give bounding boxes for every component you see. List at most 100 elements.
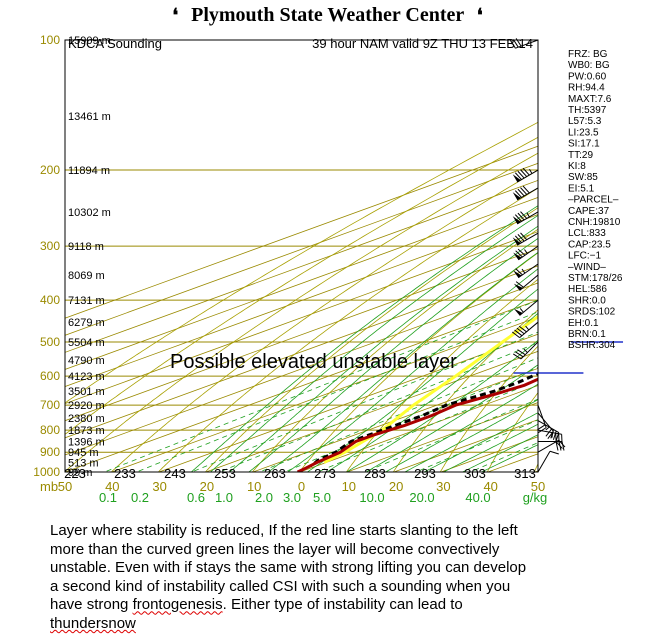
barb-shaft: [537, 429, 562, 435]
pressure-tick-label: 400: [40, 293, 60, 307]
barb-feather: [516, 327, 525, 335]
height-label: 7131 m: [68, 295, 105, 307]
temperature-tick-label: 20: [200, 479, 214, 494]
mixing-ratio-line: [103, 299, 538, 472]
caption-line: Layer where stability is reduced, If the…: [50, 522, 518, 539]
height-label: 15909 m: [68, 35, 111, 47]
dry-adiabat-line: [486, 392, 538, 472]
x-axis-unit-label: mb: [40, 479, 58, 494]
index-value: CAPE:37: [568, 206, 610, 217]
mixing-ratio-label: g/kg: [523, 490, 548, 505]
barb-feather: [515, 268, 523, 276]
caption-line: more than the curved green lines the lay…: [50, 540, 500, 558]
mixing-ratio-label: 10.0: [359, 490, 384, 505]
moist-adiabat-line: [326, 312, 538, 472]
barb-pennant: [513, 252, 522, 260]
background-grid: [65, 30, 655, 481]
explanation-caption: Layer where stability is reduced, If the…: [50, 522, 630, 634]
caption-line: have strong frontogenesis. Either type o…: [50, 596, 630, 615]
title-bar: ❛ Plymouth State Weather Center ❛: [0, 4, 655, 27]
temperature-tick-label: 30: [436, 479, 450, 494]
bottom-theta-label: 223: [64, 466, 86, 481]
wind-barb: [537, 429, 563, 444]
index-value: BSHR:304: [568, 340, 616, 351]
caption-line: thundersnow: [50, 615, 630, 634]
barb-feather: [555, 441, 563, 449]
index-value: SW:85: [568, 172, 598, 183]
left-pennant-icon: ❛: [172, 5, 179, 25]
barb-shaft: [537, 420, 560, 433]
moist-adiabat-line: [442, 423, 538, 472]
chart-title-right: 39 hour NAM valid 9Z THU 13 FEB 14: [312, 36, 533, 51]
index-value: TH:5397: [568, 105, 607, 116]
dry-adiabat-line: [204, 207, 538, 472]
temperature-tick-label: 20: [389, 479, 403, 494]
barb-feather: [517, 188, 525, 197]
profile-lines: [296, 314, 538, 472]
isotherm-line: [65, 299, 538, 472]
barb-shaft: [537, 450, 551, 473]
barb-shaft: [518, 245, 539, 261]
wind-barbs: [510, 38, 566, 473]
index-value: SRDS:102: [568, 307, 616, 318]
barb-pennant: [512, 216, 521, 224]
caption-segment: . Either type of instability can lead to: [222, 596, 463, 614]
mixing-ratio-label: 2.0: [255, 490, 273, 505]
barb-shaft: [520, 341, 539, 360]
isotherm-line: [65, 214, 538, 387]
barb-feather: [520, 232, 528, 241]
index-value: TT:29: [568, 150, 593, 161]
barb-feather: [520, 211, 528, 219]
index-value: –WIND–: [568, 262, 606, 273]
mixing-ratio-line: [218, 342, 538, 472]
temperature-line: [296, 377, 538, 472]
isotherm-line: [157, 333, 538, 472]
pressure-tick-label: 500: [40, 335, 60, 349]
wind-barb: [513, 245, 539, 261]
barb-feather: [561, 441, 565, 451]
wind-barb: [510, 38, 539, 49]
barb-feather: [510, 40, 516, 49]
wind-barb: [512, 211, 539, 225]
mixing-ratio-line: [316, 379, 538, 472]
barb-half-feather: [519, 308, 524, 313]
index-value: RH:94.4: [568, 83, 605, 94]
mixing-ratio-label: 20.0: [409, 490, 434, 505]
height-label: 4123 m: [68, 371, 105, 383]
bottom-theta-label: 263: [264, 466, 286, 481]
barb-pennant: [512, 174, 521, 183]
barb-feather: [538, 427, 547, 434]
wind-barb: [513, 263, 539, 279]
height-label: 1396 m: [68, 437, 105, 449]
barb-feather: [545, 428, 552, 437]
barb-feather: [514, 172, 522, 180]
index-value: EI:5.1: [568, 183, 595, 194]
pressure-tick-label: 300: [40, 239, 60, 253]
barb-feather: [549, 450, 559, 455]
index-value: HEL:586: [568, 284, 607, 295]
barb-feather: [514, 329, 523, 337]
pressure-tick-label: 200: [40, 163, 60, 177]
barb-feather: [552, 430, 557, 440]
height-label: 2920 m: [68, 400, 105, 412]
barb-feather: [515, 351, 524, 358]
barb-feather: [515, 281, 524, 288]
bottom-theta-label: 283: [364, 466, 386, 481]
wind-barb: [512, 232, 539, 246]
moist-adiabat-line: [248, 237, 538, 472]
mixing-ratio-line: [190, 331, 538, 472]
height-label: 9118 m: [68, 241, 104, 253]
isotherm-line: [486, 453, 538, 472]
pressure-tick-label: 900: [40, 445, 60, 459]
height-label: 8069 m: [68, 270, 105, 282]
wind-barb: [512, 341, 539, 360]
barb-feather: [515, 38, 522, 47]
dry-adiabat-line: [626, 30, 655, 481]
dry-adiabat-line: [439, 345, 538, 472]
index-value: LCL:833: [568, 228, 606, 239]
mixing-ratio-line: [469, 442, 538, 472]
isotherm-line: [251, 367, 538, 472]
mixing-ratio-label: 0.2: [131, 490, 149, 505]
dry-adiabat-line: [157, 187, 538, 472]
index-value: –PARCEL–: [568, 195, 619, 206]
